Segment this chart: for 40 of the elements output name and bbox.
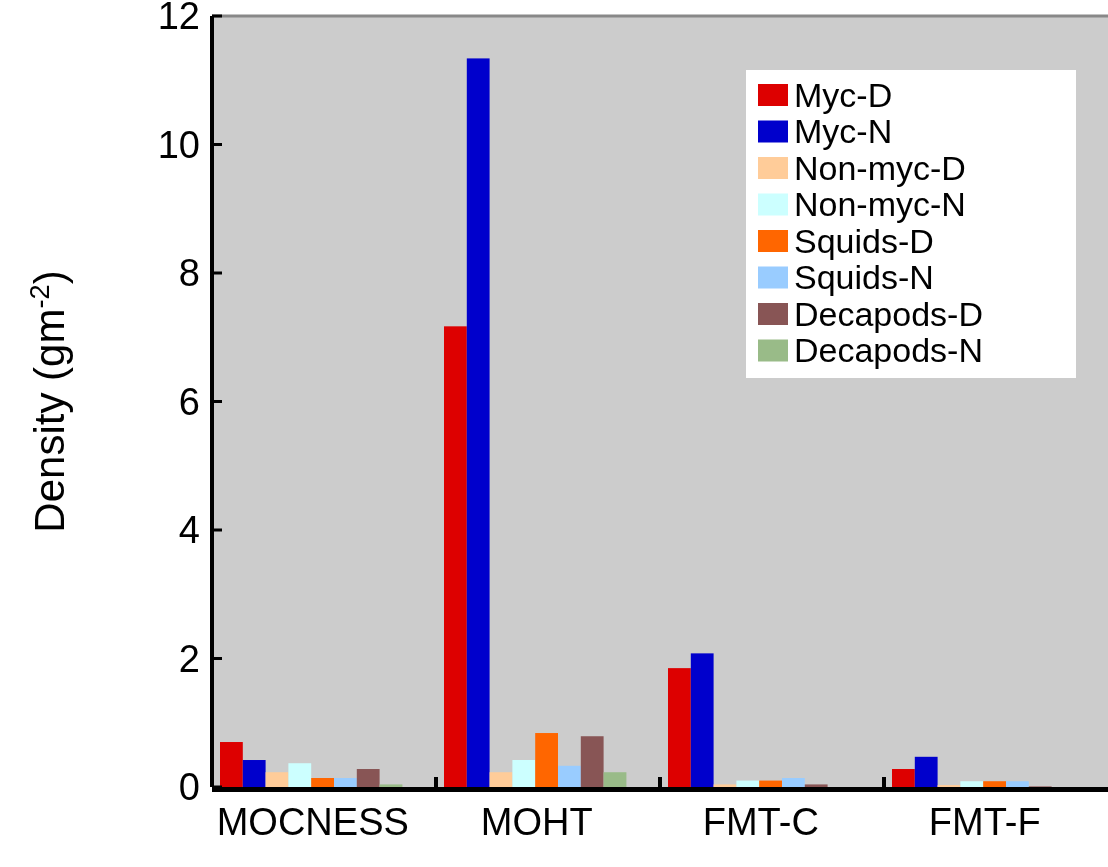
- bar: [713, 784, 737, 787]
- bar: [914, 756, 938, 787]
- bar: [444, 326, 467, 787]
- bar: [379, 784, 403, 787]
- bar: [983, 781, 1006, 787]
- bar: [782, 778, 805, 787]
- legend-label: Myc-D: [794, 75, 893, 114]
- bar: [220, 742, 243, 787]
- bar: [558, 765, 581, 787]
- bar: [580, 736, 604, 787]
- y-tick-label: 6: [178, 380, 200, 423]
- bar: [759, 780, 782, 787]
- bar: [334, 778, 357, 787]
- x-tick-label: MOCNESS: [216, 801, 409, 843]
- bar: [265, 772, 289, 787]
- bar: [466, 58, 490, 787]
- bar: [690, 653, 714, 787]
- y-tick-label: 12: [157, 0, 200, 38]
- bar: [603, 772, 627, 787]
- x-tick-label: MOHT: [480, 801, 593, 843]
- x-tick-label: FMT-F: [928, 801, 1041, 843]
- bar: [242, 760, 266, 787]
- bar: [356, 769, 380, 787]
- bar: [736, 780, 760, 787]
- x-tick-label: FMT-C: [702, 801, 819, 843]
- y-tick-label: 8: [178, 252, 200, 295]
- bar: [288, 763, 312, 787]
- bar: [512, 760, 536, 787]
- bar: [489, 772, 513, 787]
- y-tick-label: 2: [178, 637, 200, 680]
- y-tick-label: 4: [178, 509, 200, 552]
- bar: [535, 733, 558, 787]
- bar: [311, 778, 334, 787]
- bar: [1006, 781, 1029, 787]
- bar: [892, 769, 915, 787]
- bar: [668, 668, 691, 787]
- bar: [804, 784, 828, 787]
- y-tick-label: 10: [157, 123, 200, 166]
- bar: [960, 781, 984, 787]
- y-tick-label: 0: [178, 766, 200, 809]
